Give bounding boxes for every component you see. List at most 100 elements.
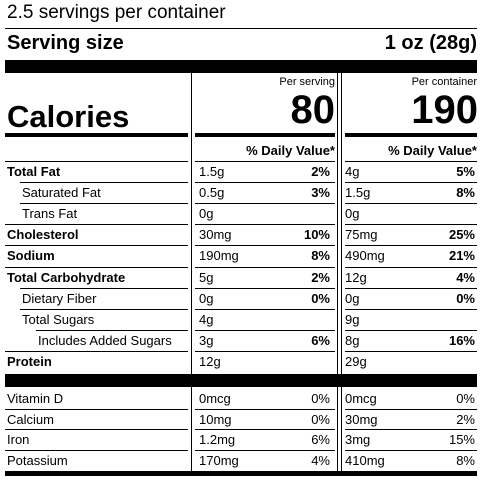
container-amount: 0mcg — [345, 391, 377, 406]
nutrient-name: Protein — [7, 353, 52, 369]
row-divider — [195, 161, 335, 162]
row-divider — [5, 429, 188, 431]
row-divider — [195, 266, 335, 268]
per-container-header: Per container — [411, 76, 477, 88]
nutrient-name: Total Fat — [7, 164, 61, 179]
container-daily-value: 8% — [456, 185, 475, 201]
container-daily-value: 25% — [448, 227, 475, 243]
nutrient-name: Cholesterol — [7, 227, 79, 243]
container-amount: 9g — [345, 311, 360, 327]
container-amount: 12g — [345, 269, 367, 285]
calories-per-container: 190 — [411, 88, 478, 132]
medium-divider — [195, 133, 335, 137]
row-divider — [345, 449, 477, 451]
bottom-divider — [5, 471, 477, 476]
serving-size-row: Serving size 1 oz (28g) — [7, 32, 477, 56]
thick-divider — [5, 60, 477, 73]
row-divider — [195, 182, 335, 184]
row-divider — [345, 308, 477, 310]
row-divider — [5, 408, 188, 410]
container-daily-value: 5% — [456, 164, 475, 179]
container-daily-value: 15% — [448, 432, 475, 448]
container-amount: 1.5g — [345, 185, 371, 201]
serving-daily-value: 8% — [311, 248, 330, 264]
serving-daily-value: 4% — [311, 452, 330, 468]
divider — [5, 28, 477, 29]
row-divider — [20, 182, 188, 184]
row-divider — [345, 287, 477, 289]
row-divider — [345, 203, 477, 205]
row-divider — [5, 266, 188, 268]
container-daily-value: 16% — [448, 332, 475, 348]
column-separator — [341, 73, 342, 473]
container-amount: 3mg — [345, 432, 371, 448]
column-separator — [191, 73, 192, 473]
medium-divider — [345, 133, 477, 137]
container-amount: 75mg — [345, 227, 378, 243]
container-daily-value: 0% — [456, 290, 475, 306]
serving-amount: 10mg — [199, 411, 232, 427]
row-divider — [195, 449, 335, 451]
row-divider — [195, 429, 335, 431]
serving-amount: 0.5g — [199, 185, 225, 201]
row-divider — [345, 429, 477, 431]
container-amount: 30mg — [345, 411, 378, 427]
serving-daily-value: 2% — [311, 164, 330, 179]
container-amount: 410mg — [345, 452, 385, 468]
row-divider — [345, 224, 477, 226]
container-daily-value: 21% — [448, 248, 475, 264]
serving-daily-value: 6% — [311, 332, 330, 348]
row-divider — [195, 329, 335, 331]
serving-size-label: Serving size — [7, 32, 124, 54]
column-separator — [337, 73, 338, 473]
row-divider — [5, 350, 188, 352]
row-divider — [5, 161, 188, 162]
vitamin-name: Potassium — [7, 452, 68, 468]
serving-daily-value: 2% — [311, 269, 330, 285]
nutrient-name: Dietary Fiber — [22, 290, 97, 306]
container-daily-value: 0% — [456, 391, 475, 406]
nutrient-name: Saturated Fat — [22, 185, 101, 201]
serving-daily-value: 10% — [303, 227, 330, 243]
row-divider — [345, 266, 477, 268]
nutrient-name: Total Carbohydrate — [7, 269, 126, 285]
row-divider — [195, 287, 335, 289]
row-divider — [5, 245, 188, 247]
row-divider — [345, 161, 477, 162]
vitamin-name: Vitamin D — [7, 391, 64, 406]
row-divider — [20, 308, 188, 310]
serving-amount: 30mg — [199, 227, 232, 243]
row-divider — [195, 203, 335, 205]
per-serving-header: Per serving — [279, 76, 335, 88]
row-divider — [20, 287, 188, 289]
serving-amount: 170mg — [199, 452, 239, 468]
serving-amount: 0g — [199, 290, 214, 306]
serving-amount: 5g — [199, 269, 214, 285]
row-divider — [195, 408, 335, 410]
daily-value-header: % Daily Value* — [388, 143, 477, 158]
calories-per-serving: 80 — [290, 88, 336, 132]
serving-amount: 12g — [199, 353, 221, 369]
row-divider — [195, 245, 335, 247]
serving-daily-value: 0% — [311, 391, 330, 406]
serving-amount: 0mcg — [199, 391, 231, 406]
container-daily-value: 4% — [456, 269, 475, 285]
container-amount: 490mg — [345, 248, 385, 264]
row-divider — [5, 449, 188, 451]
nutrient-name: Trans Fat — [22, 206, 78, 222]
serving-daily-value: 3% — [311, 185, 330, 201]
row-divider — [195, 350, 335, 352]
container-amount: 29g — [345, 353, 367, 369]
serving-amount: 1.5g — [199, 164, 225, 179]
serving-daily-value: 0% — [311, 290, 330, 306]
serving-daily-value: 6% — [311, 432, 330, 448]
container-daily-value: 2% — [456, 411, 475, 427]
serving-amount: 3g — [199, 332, 214, 348]
serving-daily-value: 0% — [311, 411, 330, 427]
thick-divider — [5, 374, 477, 387]
daily-value-header: % Daily Value* — [246, 143, 335, 158]
medium-divider — [5, 133, 188, 137]
container-amount: 0g — [345, 290, 360, 306]
serving-amount: 4g — [199, 311, 214, 327]
row-divider — [195, 224, 335, 226]
